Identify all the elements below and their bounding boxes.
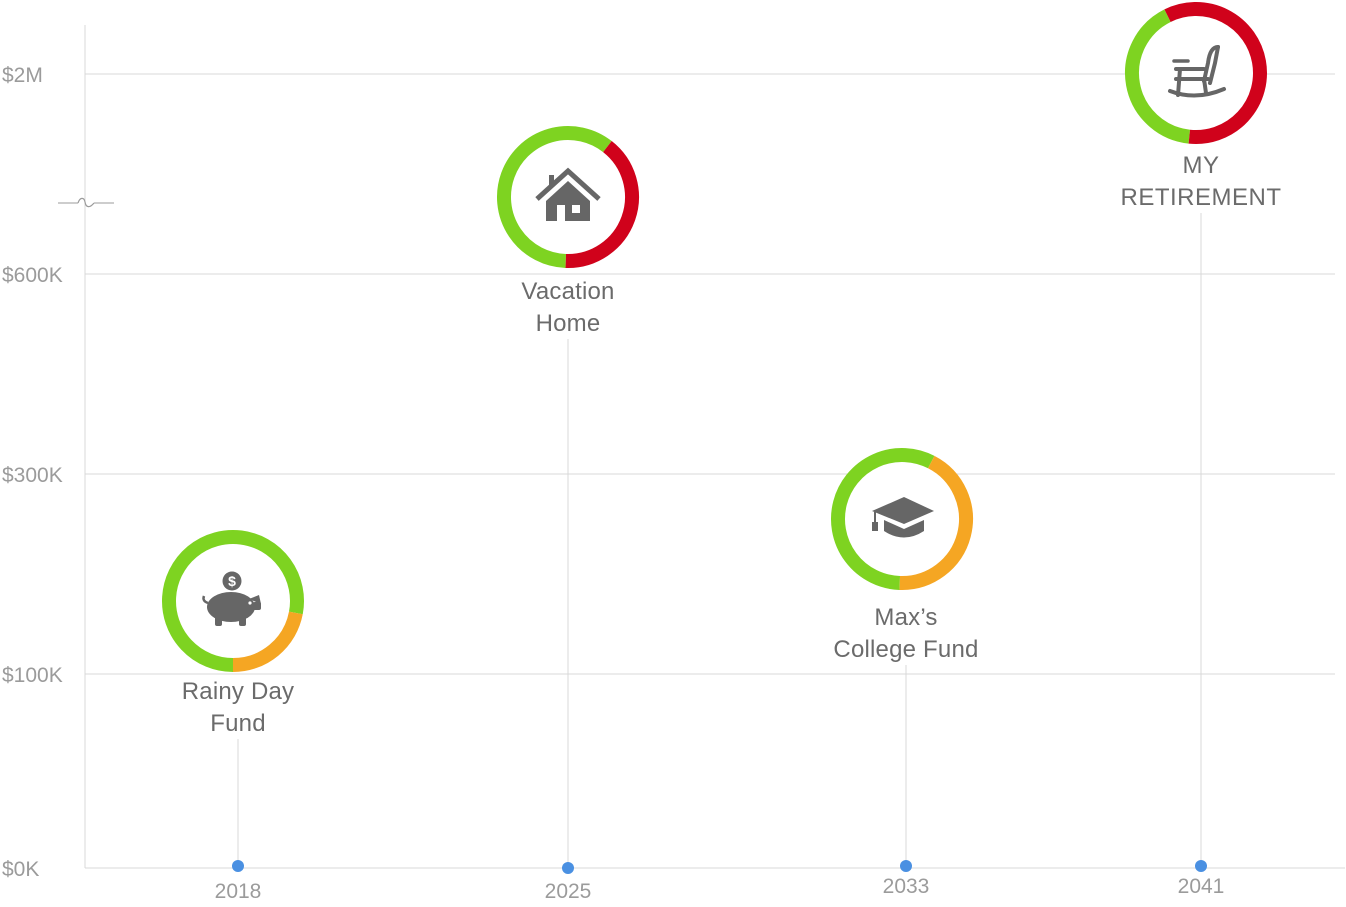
x-tick-label: 2018 (215, 880, 262, 902)
goal-label: Vacation (521, 278, 614, 305)
goal-label: Fund (210, 710, 266, 737)
goal-disc (1125, 2, 1267, 144)
y-tick-label: $300K (2, 464, 63, 487)
progress-on-track (1125, 9, 1191, 144)
y-tick-label: $0K (2, 858, 39, 881)
rocking-chair-icon (1168, 45, 1226, 98)
goal-label: MY (1183, 152, 1220, 179)
timeline-marker[interactable] (1195, 860, 1207, 872)
y-tick-label: $100K (2, 664, 63, 687)
timeline-marker[interactable] (562, 862, 574, 874)
timeline-marker[interactable] (900, 860, 912, 872)
progress-on-track (831, 448, 935, 590)
goal-label: College Fund (833, 636, 978, 663)
axis-break-mark (58, 197, 114, 208)
graduation-cap-icon (872, 497, 934, 538)
house-icon (535, 167, 601, 221)
progress-off-track (565, 141, 639, 268)
y-tick-label: $2M (2, 64, 43, 87)
goal-house[interactable]: Vacation Home (497, 126, 639, 337)
svg-text:$: $ (228, 573, 236, 589)
goal-label: Rainy Day (182, 678, 295, 705)
progress-off-track (1164, 2, 1267, 144)
x-tick-label: 2041 (1178, 875, 1225, 898)
goal-label: Home (536, 310, 601, 337)
piggy-bank-icon: $ (202, 571, 261, 626)
goal-label: RETIREMENT (1121, 184, 1282, 211)
x-tick-label: 2025 (545, 880, 592, 902)
progress-at-risk (232, 611, 303, 672)
y-tick-label: $600K (2, 264, 63, 287)
timeline-marker[interactable] (232, 860, 244, 872)
goal-piggy-bank[interactable]: $ Rainy Day Fund (162, 530, 304, 737)
goal-graduation-cap[interactable]: Max’s College Fund (831, 448, 979, 663)
progress-at-risk (899, 455, 973, 590)
progress-on-track (162, 530, 304, 672)
goal-label: Max’s (874, 604, 937, 631)
goal-rocking-chair[interactable]: MY RETIREMENT (1121, 2, 1282, 211)
progress-on-track (497, 126, 612, 268)
x-tick-label: 2033 (883, 875, 930, 898)
